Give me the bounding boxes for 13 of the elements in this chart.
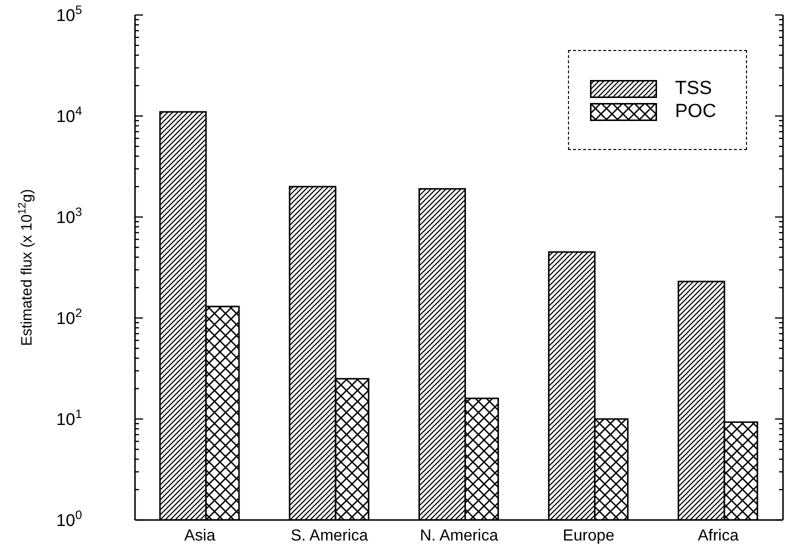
y-tick-label: 10$^{3}$ <box>56 205 82 228</box>
x-tick-label: Africa <box>698 527 739 544</box>
y-tick-label: 10$^{0}$ <box>56 508 82 530</box>
y-tick-label: 10$^{2}$ <box>56 306 82 328</box>
x-tick-label: S. America <box>290 527 368 544</box>
x-tick-label: N. America <box>420 527 498 544</box>
y-tick-label: 10$^{5}$ <box>56 3 82 26</box>
legend-label: TSS <box>675 78 712 98</box>
x-tick-label: Europe <box>562 527 614 544</box>
y-tick-label: 10$^{4}$ <box>56 104 82 126</box>
y-tick-label: 10$^{1}$ <box>56 407 82 430</box>
x-tick-label: Asia <box>184 527 216 544</box>
legend-label: POC <box>675 100 716 122</box>
